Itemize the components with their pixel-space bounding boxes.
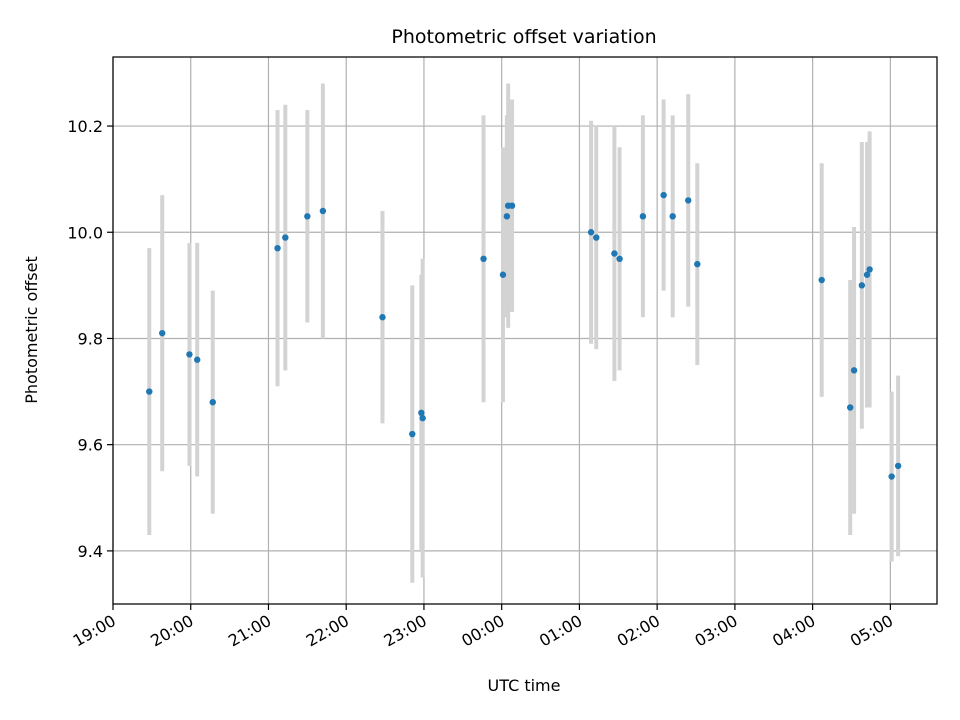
data-point	[611, 250, 618, 257]
data-point	[616, 255, 623, 263]
x-tick-label: 04:00	[769, 611, 818, 651]
x-tick-label: 02:00	[614, 611, 663, 651]
data-point	[508, 202, 516, 209]
x-axis-label: UTC time	[488, 676, 561, 695]
data-point	[818, 276, 825, 284]
data-point	[186, 351, 193, 358]
data-point	[379, 314, 386, 321]
data-point	[587, 229, 595, 236]
data-point	[863, 271, 871, 278]
y-axis-label: Photometric offset	[22, 256, 41, 404]
x-tick-label: 05:00	[847, 611, 896, 651]
data-point	[685, 197, 692, 204]
y-tick-label: 10.0	[67, 223, 103, 242]
data-point	[304, 213, 311, 220]
data-point	[694, 260, 701, 268]
data-point	[159, 329, 166, 337]
x-tick-label: 21:00	[225, 611, 274, 651]
data-point	[499, 271, 507, 278]
data-point	[274, 244, 281, 252]
data-point	[319, 207, 327, 215]
data-point	[194, 356, 201, 363]
chart-title: Photometric offset variation	[391, 26, 656, 48]
x-axis-ticks: 19:00 20:00 21:00 22:00 23:00 00:00 01:00 02:00…	[70, 604, 896, 651]
data-point	[146, 388, 153, 395]
data-point	[660, 191, 667, 199]
data-point	[480, 255, 487, 263]
data-point	[409, 430, 416, 438]
data-point	[639, 213, 647, 220]
data-point	[858, 282, 866, 289]
data-point	[593, 234, 600, 241]
x-tick-label: 03:00	[691, 611, 740, 651]
data-point	[419, 414, 426, 422]
y-axis-ticks: 9.4 9.6 9.8 10.0 10.2	[67, 117, 113, 561]
data-point	[669, 213, 676, 220]
x-tick-label: 01:00	[536, 611, 585, 651]
grid-lines	[112, 57, 937, 604]
y-tick-label: 9.6	[78, 436, 103, 455]
plot-frame	[112, 56, 938, 605]
data-point	[866, 266, 873, 273]
y-tick-label: 10.2	[67, 117, 103, 136]
data-point	[418, 409, 425, 417]
x-tick-label: 19:00	[70, 611, 119, 651]
y-tick-label: 9.8	[78, 329, 103, 348]
data-points	[146, 191, 902, 480]
data-point	[850, 367, 858, 374]
x-tick-label: 23:00	[381, 611, 430, 651]
x-tick-label: 20:00	[147, 611, 196, 651]
x-tick-label: 00:00	[458, 611, 507, 651]
data-point	[888, 473, 895, 480]
y-tick-label: 9.4	[78, 542, 103, 561]
error-bars	[147, 83, 901, 583]
data-point	[209, 398, 216, 406]
data-point	[846, 404, 854, 411]
x-tick-label: 22:00	[303, 611, 352, 651]
data-point	[503, 213, 511, 220]
data-point	[894, 462, 902, 470]
data-point	[282, 234, 289, 241]
